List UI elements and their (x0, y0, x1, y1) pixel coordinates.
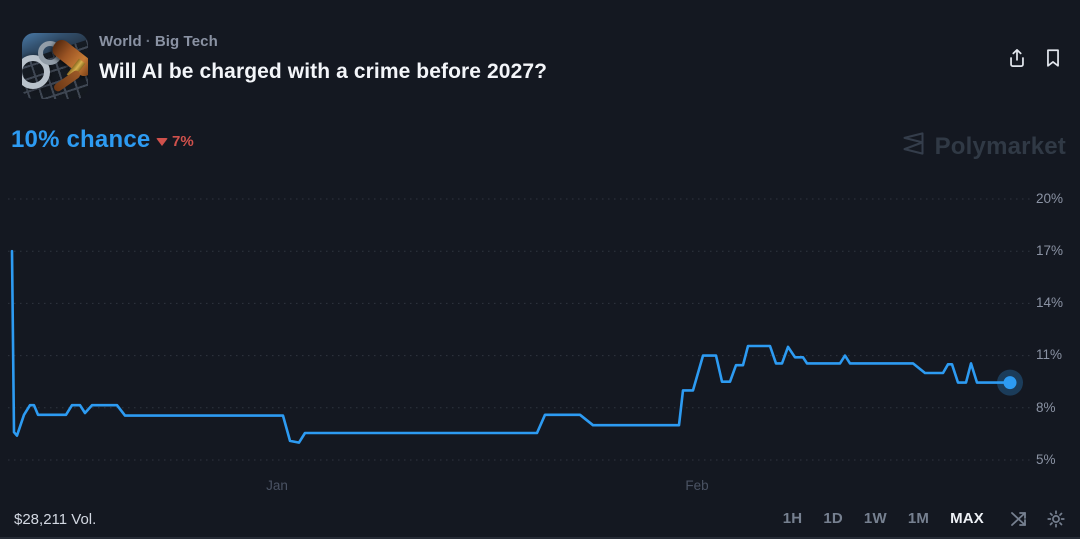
x-axis-label-feb: Feb (685, 478, 709, 493)
polymarket-watermark: Polymarket (900, 130, 1066, 164)
range-button-1m[interactable]: 1M (907, 510, 930, 527)
breadcrumb-world[interactable]: World (99, 33, 142, 50)
polymarket-logo-icon (900, 130, 927, 164)
market-thumbnail (22, 33, 88, 99)
y-axis-label: 11% (1036, 347, 1063, 362)
y-axis-label: 5% (1036, 452, 1056, 467)
y-axis-label: 20% (1036, 191, 1064, 206)
volume-label: $28,211 Vol. (14, 511, 97, 528)
time-range-bar: 1H 1D 1W 1M MAX (781, 508, 1066, 529)
chance-value: 10% chance (11, 126, 151, 153)
range-button-max[interactable]: MAX (950, 510, 984, 527)
range-button-1h[interactable]: 1H (782, 510, 803, 527)
bookmark-icon[interactable] (1042, 47, 1064, 69)
y-axis-label: 8% (1036, 400, 1056, 415)
price-line (10, 249, 1012, 444)
settings-gear-icon[interactable] (1046, 509, 1066, 529)
bottom-divider (0, 537, 1080, 539)
y-axis-label: 14% (1036, 295, 1064, 310)
breadcrumb-category[interactable]: Big Tech (154, 33, 218, 50)
share-icon[interactable] (1006, 47, 1028, 69)
breadcrumb-separator: · (145, 33, 151, 50)
range-button-1w[interactable]: 1W (863, 510, 887, 527)
range-button-1d[interactable]: 1D (823, 510, 843, 527)
x-axis-label-jan: Jan (266, 478, 288, 493)
expand-chart-icon[interactable] (1009, 509, 1029, 529)
handcuff-graphic (22, 55, 50, 89)
y-axis-label: 17% (1036, 243, 1064, 258)
price-change-value: 7% (172, 133, 194, 150)
chart-endpoint-dot (1003, 376, 1017, 390)
page-title: Will AI be charged with a crime before 2… (99, 60, 548, 83)
down-arrow-icon (156, 137, 168, 146)
breadcrumb: World · Big Tech (99, 33, 218, 50)
polymarket-wordmark: Polymarket (934, 133, 1066, 160)
price-change: 7% (156, 133, 194, 150)
